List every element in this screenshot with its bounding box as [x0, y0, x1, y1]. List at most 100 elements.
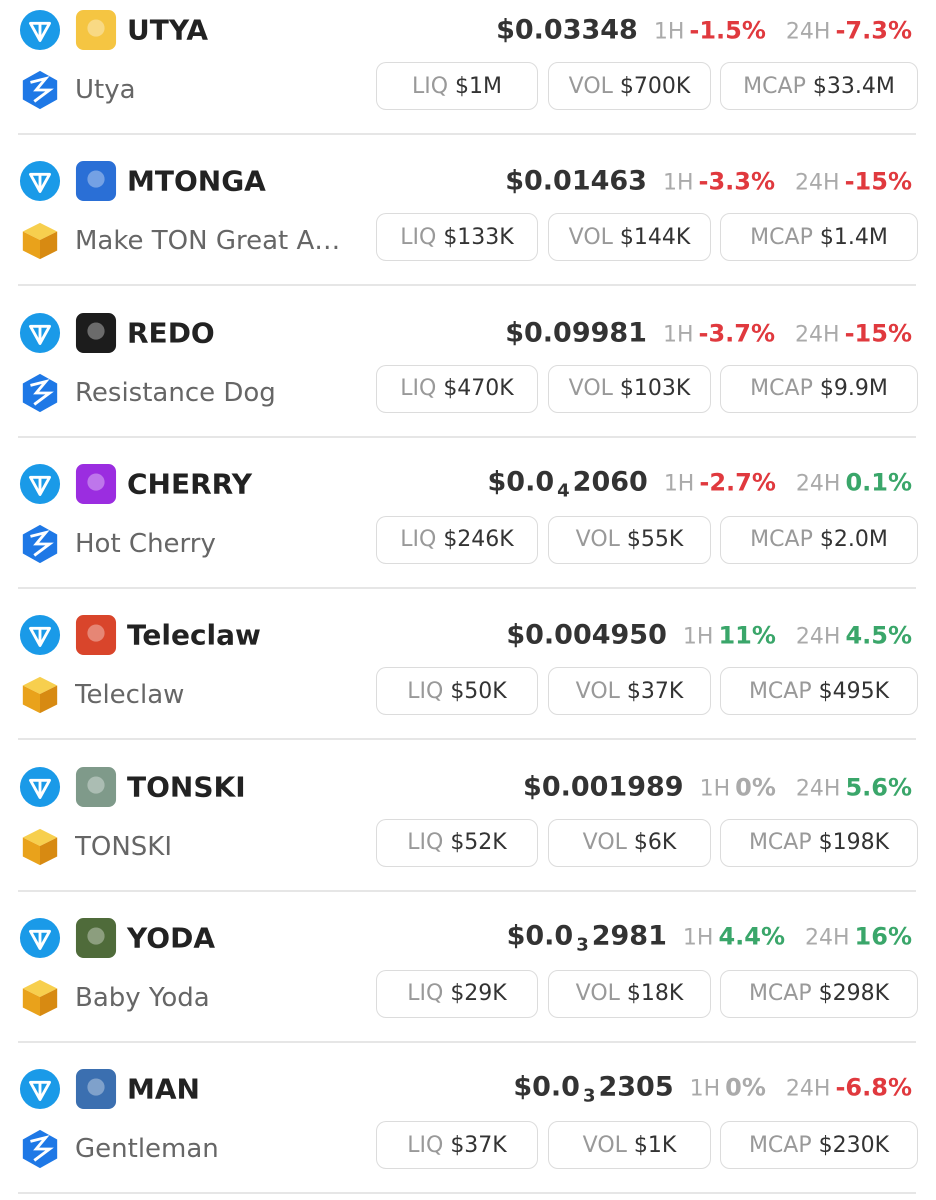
- token-row[interactable]: MTONGA Make TON Great A… $0.01463 1H -3.3% 24…: [0, 136, 936, 287]
- pill-value: $33.4M: [812, 73, 895, 99]
- chain-icon: [19, 1069, 61, 1110]
- liq-pill: LIQ $52K: [376, 818, 538, 867]
- pill-value: $298K: [818, 981, 890, 1007]
- change-24h: -6.8%: [835, 1073, 912, 1102]
- pill-value: $50K: [450, 678, 507, 704]
- price-group: $0.0 3 2305 1H 0% 24H -6.8%: [513, 1071, 912, 1106]
- pill-label: VOL: [568, 224, 613, 250]
- price-part: $0.03348: [496, 14, 638, 46]
- pill-label: VOL: [582, 830, 627, 855]
- token-row[interactable]: MAN Gentleman $0.0 3 2305 1H 0% 24H -6.8% LIQ $37K…: [0, 1044, 936, 1195]
- price-part: $0.0: [487, 466, 555, 498]
- separator: [18, 284, 916, 287]
- mcap-pill: MCAP $495K: [720, 667, 918, 716]
- price-group: $0.01463 1H -3.3% 24H -15%: [505, 166, 912, 197]
- pill-value: $700K: [619, 73, 691, 99]
- dex-icon: [22, 373, 58, 412]
- price-part: 2981: [591, 920, 667, 952]
- pill-label: VOL: [582, 1132, 627, 1158]
- token-row[interactable]: Teleclaw Teleclaw $0.004950 1H 11% 24H 4.5% LIQ…: [0, 590, 936, 741]
- vol-pill: VOL $144K: [548, 213, 711, 262]
- pill-value: $230K: [818, 1132, 890, 1158]
- liq-pill: LIQ $246K: [376, 515, 538, 564]
- dex-icon: [22, 1130, 58, 1169]
- pill-value: $29K: [450, 981, 507, 1007]
- price-part: $0.01463: [505, 165, 647, 197]
- token-row[interactable]: UTYA Utya $0.03348 1H -1.5% 24H -7.3% LIQ $1M VOL…: [0, 0, 936, 136]
- change-1h: 11%: [718, 621, 776, 650]
- dex-icon: [22, 979, 58, 1016]
- mcap-pill: MCAP $9.9M: [720, 364, 918, 413]
- change-label: 24H: [805, 925, 850, 951]
- token-name: Hot Cherry: [75, 528, 216, 559]
- price-part: $0.001989: [523, 771, 684, 802]
- change-label: 24H: [795, 471, 841, 497]
- mcap-pill: MCAP $33.4M: [720, 62, 918, 110]
- pill-value: $103K: [619, 376, 691, 402]
- price-part: $0.004950: [506, 619, 667, 651]
- price-part: 2305: [598, 1071, 674, 1103]
- token-name: Utya: [75, 75, 136, 105]
- liq-pill: LIQ $470K: [376, 364, 538, 413]
- chain-icon: [19, 463, 61, 504]
- pill-label: LIQ: [407, 678, 444, 704]
- pill-label: MCAP: [748, 1132, 812, 1158]
- price-part: $0.0: [513, 1071, 580, 1103]
- change-label: 1H: [662, 170, 694, 196]
- pill-value: $37K: [626, 678, 684, 704]
- change-label: 24H: [795, 776, 841, 801]
- dex-icon: [22, 828, 58, 865]
- change-label: 1H: [689, 1076, 721, 1102]
- token-symbol: REDO: [127, 316, 215, 350]
- price: $0.001989: [523, 771, 684, 802]
- price-zero-count: 3: [576, 934, 589, 956]
- token-row[interactable]: TONSKI TONSKI $0.001989 1H 0% 24H 5.6% LIQ $52K V…: [0, 742, 936, 893]
- price: $0.0 4 2060: [488, 466, 648, 501]
- price-group: $0.001989 1H 0% 24H 5.6%: [523, 771, 912, 802]
- token-name: Make TON Great A…: [75, 226, 341, 257]
- token-symbol: UTYA: [127, 13, 209, 47]
- separator: [18, 435, 916, 438]
- dex-icon: [22, 70, 58, 110]
- token-row[interactable]: REDO Resistance Dog $0.09981 1H -3.7% 24H -15%…: [0, 288, 936, 439]
- price-part: $0.0: [506, 920, 574, 952]
- change-24h: 0.1%: [845, 468, 912, 497]
- dex-icon: [22, 223, 58, 260]
- pill-label: VOL: [568, 376, 613, 402]
- token-avatar: [75, 917, 117, 958]
- pill-value: $2.0M: [819, 527, 888, 553]
- separator: [18, 738, 916, 741]
- vol-pill: VOL $18K: [548, 969, 711, 1018]
- separator: [18, 889, 916, 892]
- token-row[interactable]: YODA Baby Yoda $0.0 3 2981 1H 4.4% 24H 16% LIQ $29…: [0, 893, 936, 1044]
- pill-label: MCAP: [748, 678, 812, 704]
- change-label: 24H: [795, 624, 841, 650]
- pill-value: $37K: [450, 1132, 507, 1158]
- pill-label: VOL: [575, 678, 620, 704]
- pill-value: $1M: [455, 73, 503, 99]
- pill-label: LIQ: [400, 527, 437, 553]
- chain-icon: [19, 615, 61, 656]
- change-label: 1H: [682, 624, 714, 650]
- price: $0.004950: [506, 620, 667, 651]
- pill-value: $133K: [443, 224, 514, 250]
- change-label: 24H: [785, 1076, 831, 1102]
- token-avatar: [75, 463, 117, 504]
- pill-value: $52K: [450, 830, 507, 855]
- separator: [18, 586, 916, 589]
- change-24h: -15%: [844, 319, 912, 348]
- pill-label: MCAP: [750, 527, 813, 553]
- token-row[interactable]: CHERRY Hot Cherry $0.0 4 2060 1H -2.7% 24H 0.1% L…: [0, 439, 936, 590]
- token-symbol: Teleclaw: [127, 618, 261, 652]
- price-zero-count: 3: [582, 1085, 596, 1107]
- pill-value: $1K: [633, 1132, 677, 1158]
- price: $0.0 3 2305: [513, 1071, 673, 1106]
- separator: [18, 133, 916, 135]
- change-1h: -1.5%: [689, 16, 766, 45]
- price-group: $0.09981 1H -3.7% 24H -15%: [505, 317, 912, 348]
- price-part: $0.09981: [505, 317, 647, 349]
- token-name: Resistance Dog: [75, 377, 276, 408]
- mcap-pill: MCAP $198K: [720, 818, 918, 867]
- change-1h: 0%: [735, 773, 776, 801]
- pill-label: VOL: [568, 73, 613, 99]
